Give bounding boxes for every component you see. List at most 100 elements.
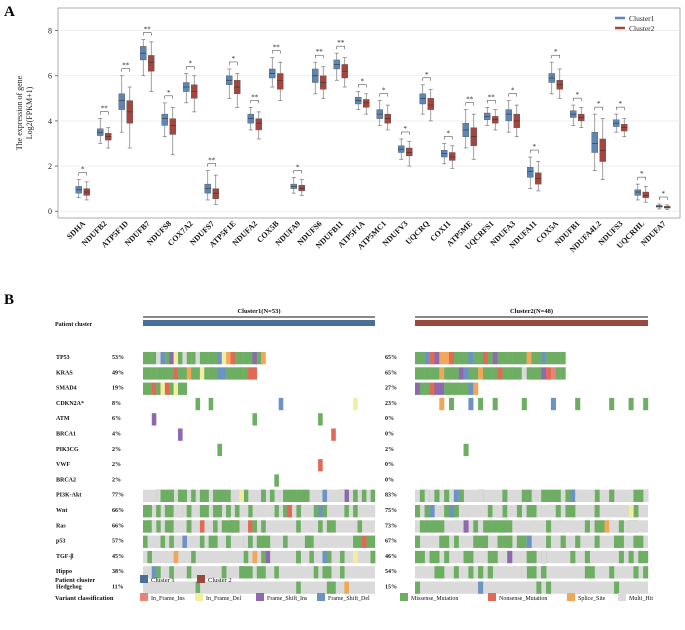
oncoplot-cell: [526, 535, 532, 548]
oncoplot-cell: [468, 382, 474, 395]
oncoplot-cell: [287, 489, 293, 502]
oncoplot-cell: [357, 520, 363, 533]
oncoplot-cell: [560, 520, 566, 533]
gene-label: ATM: [56, 416, 70, 422]
oncoplot-cell: [638, 550, 644, 564]
legend-label: In_Frame_Ins: [151, 596, 185, 602]
significance-bracket: [336, 45, 345, 50]
oncoplot-cell: [339, 550, 345, 564]
oncoplot-cell: [191, 367, 196, 380]
oncoplot-cell: [178, 367, 183, 380]
significance-label: **: [251, 93, 259, 101]
oncoplot-cell: [173, 352, 179, 365]
oncoplot-cell: [628, 489, 634, 502]
oncoplot-cell: [239, 367, 244, 380]
oncoplot-cell: [173, 367, 179, 380]
oncoplot-cell: [296, 581, 301, 594]
oncoplot-cell: [143, 352, 148, 365]
percent-label-cluster1: 6%: [112, 416, 121, 422]
oncoplot-cell: [178, 428, 183, 441]
oncoplot-cell: [230, 352, 236, 365]
significance-label: **: [144, 26, 152, 34]
oncoplot-cell: [182, 489, 187, 502]
oncoplot-cell: [448, 382, 455, 395]
oncoplot-cell: [424, 352, 430, 365]
box-cluster2: [449, 152, 456, 161]
oncoplot-cell: [195, 581, 201, 594]
oncoplot-cell: [487, 520, 493, 533]
oncoplot-cell: [424, 505, 430, 518]
oncoplot-cell: [521, 566, 527, 579]
oncoplot-cell: [213, 352, 218, 365]
oncoplot-cell: [473, 382, 479, 395]
oncoplot-cell: [487, 505, 493, 518]
oncoplot-cell: [361, 535, 367, 548]
oncoplot-cell: [643, 397, 649, 411]
significance-bracket: [293, 170, 302, 174]
oncoplot-cell: [178, 382, 183, 395]
oncoplot-cell: [531, 505, 537, 518]
oncoplot-cell: [178, 505, 183, 518]
oncoplot-cell: [643, 566, 649, 579]
legend-label: Multi_Hit: [629, 596, 653, 602]
oncoplot-cell: [594, 550, 600, 564]
oncoplot-cell: [473, 535, 479, 548]
box-cluster1: [118, 93, 125, 110]
oncoplot-cell: [230, 520, 236, 533]
oncoplot-cell: [429, 382, 435, 395]
oncoplot-cell: [584, 550, 590, 564]
gene-label: PI3K-Akt: [56, 493, 81, 499]
oncoplot-cell: [448, 367, 455, 380]
oncoplot-cell: [419, 352, 425, 365]
oncoplot-cell: [439, 397, 445, 411]
oncoplot-cell: [478, 535, 484, 548]
legend-swatch: [140, 575, 148, 583]
significance-label: *: [576, 91, 580, 99]
gene-label: BRCA1: [56, 432, 76, 438]
oncoplot-cell: [283, 489, 288, 502]
legend-title-variant: Variant classification: [55, 595, 114, 602]
oncoplot-cell: [221, 489, 227, 502]
significance-label: *: [404, 125, 408, 133]
significance-label: *: [361, 78, 365, 86]
oncoplot-cell: [234, 489, 240, 502]
oncoplot-cell: [541, 352, 547, 365]
oncoplot-cell: [291, 505, 297, 518]
significance-bracket: [315, 54, 324, 59]
oncoplot-cell: [304, 489, 310, 502]
significance-label: *: [296, 163, 300, 171]
oncoplot-cell: [497, 505, 503, 518]
significance-label: *: [662, 190, 666, 198]
oncoplot-cell: [555, 520, 561, 533]
oncoplot-cell: [296, 505, 301, 518]
percent-label-cluster1: 19%: [112, 386, 124, 392]
percent-label-cluster2: 15%: [385, 585, 397, 591]
significance-label: *: [167, 89, 171, 97]
oncoplot-cell: [536, 367, 542, 380]
oncoplot-cell: [628, 505, 634, 518]
oncoplot-cell: [424, 520, 430, 533]
significance-bracket: [250, 100, 259, 104]
oncoplot-cell: [296, 550, 301, 564]
oncoplot-cell: [199, 550, 205, 564]
significance-bracket: [487, 100, 496, 104]
oncoplot-cell: [361, 489, 367, 502]
oncoplot-cell: [463, 367, 469, 380]
oncoplot-cell: [623, 505, 629, 518]
oncoplot-cell: [575, 535, 581, 548]
oncoplot-cell: [339, 489, 345, 502]
significance-label: **: [316, 48, 324, 56]
oncoplot-cell: [453, 367, 459, 380]
significance-label: **: [466, 96, 474, 104]
oncoplot-cell: [274, 566, 279, 579]
oncoplot-cell: [594, 535, 600, 548]
oncoplot-cell: [164, 367, 170, 380]
box-cluster1: [527, 166, 534, 178]
significance-bracket: [121, 68, 130, 72]
oncoplot-cell: [521, 397, 527, 411]
gene-label: Ras: [56, 523, 66, 529]
oncoplot-cell: [234, 352, 240, 365]
legend-swatch: [567, 593, 575, 601]
oncoplot-cell: [304, 535, 310, 548]
oncoplot-cell: [516, 535, 522, 548]
